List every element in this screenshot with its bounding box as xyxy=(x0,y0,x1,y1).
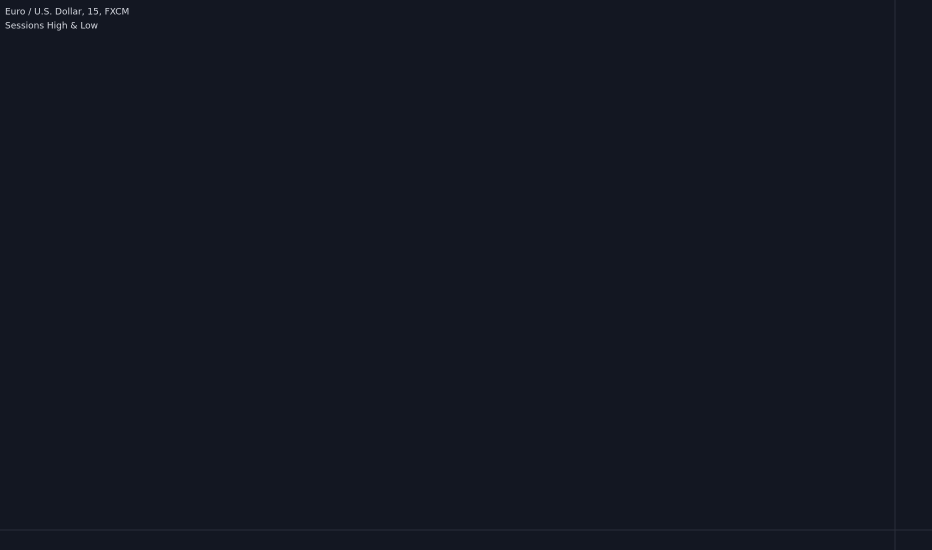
indicator-name: Sessions High & Low xyxy=(5,22,98,32)
chart-title: Euro / U.S. Dollar, 15, FXCM xyxy=(5,8,129,18)
